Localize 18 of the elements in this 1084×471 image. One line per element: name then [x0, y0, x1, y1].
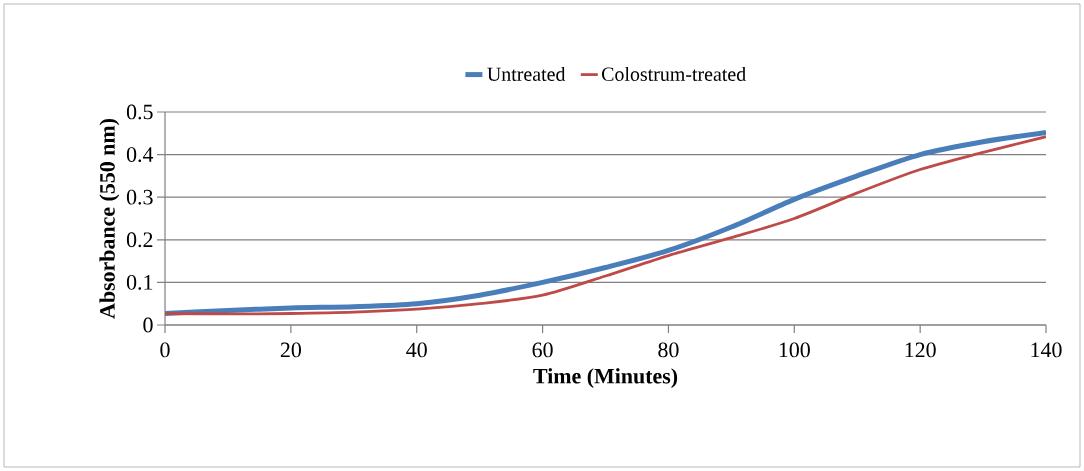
- y-tick-label: 0.3: [126, 189, 153, 205]
- y-tick-label: 0: [143, 317, 153, 333]
- y-tick-label: 0.1: [126, 274, 153, 290]
- x-tick-label: 0: [160, 342, 170, 358]
- y-axis-title: Absorbance (550 nm): [99, 119, 120, 319]
- legend-label: Untreated: [487, 66, 566, 81]
- y-tick-label: 0.4: [126, 147, 154, 163]
- x-axis-title: Time (Minutes): [533, 368, 678, 389]
- legend-label: Colostrum-treated: [601, 66, 746, 81]
- x-tick-label: 80: [658, 342, 679, 358]
- y-tick-label: 0.5: [126, 104, 153, 120]
- x-tick-label: 40: [406, 342, 427, 358]
- x-tick-label: 120: [905, 342, 936, 358]
- x-tick-label: 140: [1031, 342, 1062, 358]
- x-tick-label: 60: [532, 342, 553, 358]
- x-tick-label: 20: [280, 342, 301, 358]
- y-tick-label: 0.2: [126, 232, 153, 248]
- x-tick-label: 100: [779, 342, 810, 358]
